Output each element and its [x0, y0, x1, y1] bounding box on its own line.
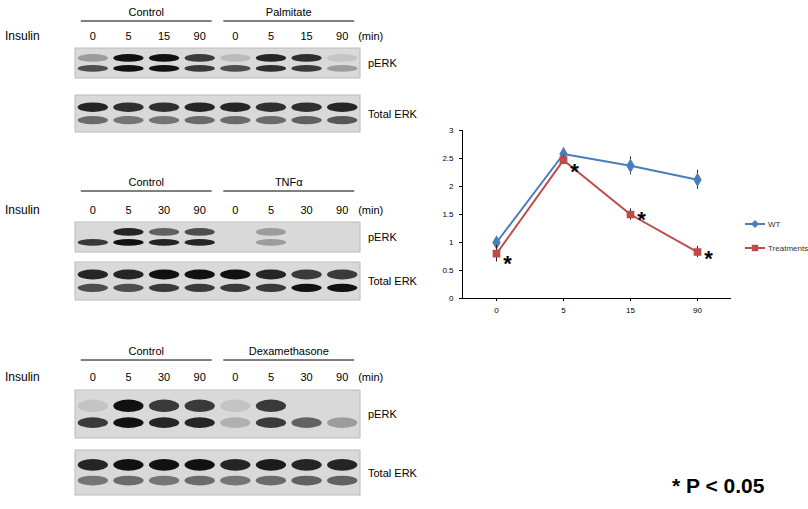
svg-text:Control: Control — [129, 176, 164, 188]
svg-text:90: 90 — [336, 204, 348, 216]
svg-text:0: 0 — [494, 306, 499, 315]
svg-text:1: 1 — [449, 238, 454, 247]
svg-text:90: 90 — [336, 30, 348, 42]
svg-text:Insulin: Insulin — [5, 203, 40, 217]
svg-text:0: 0 — [232, 371, 238, 383]
svg-text:90: 90 — [336, 371, 348, 383]
svg-text:15: 15 — [158, 30, 170, 42]
svg-text:15: 15 — [300, 30, 312, 42]
html-text:Treatments: Treatments — [768, 243, 808, 253]
svg-text:(min): (min) — [358, 371, 383, 383]
svg-text:0: 0 — [90, 204, 96, 216]
svg-text:Total ERK: Total ERK — [368, 467, 418, 479]
svg-text:30: 30 — [300, 371, 312, 383]
svg-text:Insulin: Insulin — [5, 29, 40, 43]
svg-text:Total ERK: Total ERK — [368, 108, 418, 120]
svg-text:Dexamethasone: Dexamethasone — [249, 345, 329, 357]
svg-text:Insulin: Insulin — [5, 370, 40, 384]
svg-text:TNFα: TNFα — [275, 176, 303, 188]
svg-text:5: 5 — [268, 204, 274, 216]
svg-text:*: * — [570, 159, 579, 184]
svg-text:pERK: pERK — [368, 57, 397, 69]
svg-text:90: 90 — [194, 371, 206, 383]
svg-text:*: * — [637, 207, 646, 232]
svg-text:pERK: pERK — [368, 231, 397, 243]
svg-text:(min): (min) — [358, 30, 383, 42]
svg-text:1.5: 1.5 — [442, 210, 454, 219]
svg-text:5: 5 — [268, 30, 274, 42]
svg-text:0: 0 — [449, 294, 454, 303]
svg-text:Control: Control — [129, 345, 164, 357]
svg-text:5: 5 — [268, 371, 274, 383]
svg-text:90: 90 — [194, 30, 206, 42]
svg-text:0: 0 — [90, 30, 96, 42]
svg-text:pERK: pERK — [368, 408, 397, 420]
svg-text:Total ERK: Total ERK — [368, 275, 418, 287]
svg-text:*: * — [503, 251, 512, 276]
svg-text:0: 0 — [232, 204, 238, 216]
svg-text:30: 30 — [158, 371, 170, 383]
svg-text:5: 5 — [561, 306, 566, 315]
html-text:* P < 0.05: * P < 0.05 — [672, 474, 765, 497]
svg-text:5: 5 — [125, 204, 131, 216]
html-text:WT: WT — [768, 219, 781, 229]
svg-text:90: 90 — [194, 204, 206, 216]
svg-text:0: 0 — [90, 371, 96, 383]
svg-text:5: 5 — [125, 371, 131, 383]
svg-text:90: 90 — [693, 306, 702, 315]
svg-text:0.5: 0.5 — [442, 266, 454, 275]
svg-text:15: 15 — [626, 306, 635, 315]
svg-text:2.5: 2.5 — [442, 154, 454, 163]
svg-text:(min): (min) — [358, 204, 383, 216]
svg-text:5: 5 — [125, 30, 131, 42]
svg-text:0: 0 — [232, 30, 238, 42]
svg-text:2: 2 — [449, 182, 454, 191]
svg-text:30: 30 — [300, 204, 312, 216]
svg-text:30: 30 — [158, 204, 170, 216]
svg-text:Palmitate: Palmitate — [266, 6, 312, 18]
svg-text:*: * — [704, 246, 713, 271]
svg-text:3: 3 — [449, 126, 454, 135]
svg-text:Control: Control — [129, 6, 164, 18]
